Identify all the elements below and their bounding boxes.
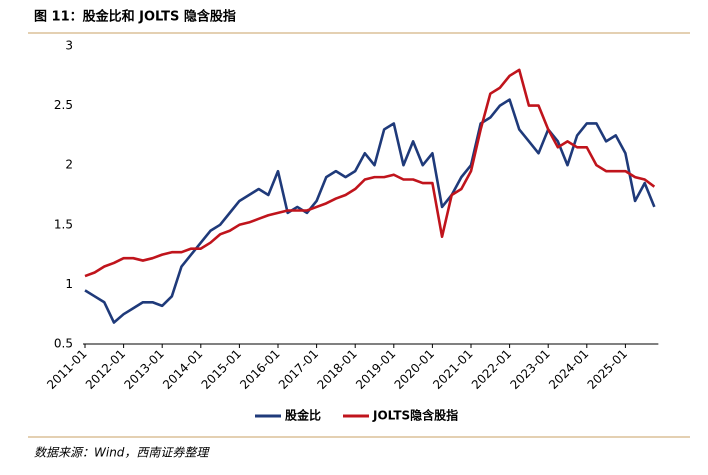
source-note: 数据来源：Wind，西南证券整理 [34, 446, 210, 460]
x-tick-label: 2015-01 [199, 347, 244, 392]
y-tick-label: 1.5 [54, 217, 73, 231]
y-tick-label: 1 [65, 277, 73, 291]
legend-label: 股金比 [285, 408, 321, 423]
x-tick-label: 2021-01 [430, 347, 475, 392]
x-tick-label: 2019-01 [353, 347, 398, 392]
legend-label: JOLTS隐含股指 [372, 408, 458, 423]
x-tick-label: 2014-01 [160, 347, 205, 392]
x-tick-label: 2025-01 [585, 347, 630, 392]
y-tick-label: 2 [65, 158, 73, 172]
y-tick-label: 2.5 [54, 98, 73, 112]
x-tick-label: 2018-01 [314, 347, 359, 392]
x-tick-label: 2017-01 [276, 347, 321, 392]
x-tick-label: 2023-01 [507, 347, 552, 392]
chart-title: 图 11：股金比和 JOLTS 隐含股指 [34, 9, 236, 25]
series-line [84, 98, 656, 324]
series-line [84, 68, 656, 278]
x-tick-label: 2013-01 [121, 347, 166, 392]
y-tick-label: 0.5 [54, 337, 73, 351]
x-tick-label: 2024-01 [546, 347, 591, 392]
x-tick-label: 2016-01 [237, 347, 282, 392]
x-tick-label: 2020-01 [392, 347, 437, 392]
x-tick-label: 2012-01 [83, 347, 128, 392]
x-tick-label: 2011-01 [44, 347, 89, 392]
y-tick-label: 3 [65, 39, 73, 53]
x-tick-label: 2022-01 [469, 347, 514, 392]
